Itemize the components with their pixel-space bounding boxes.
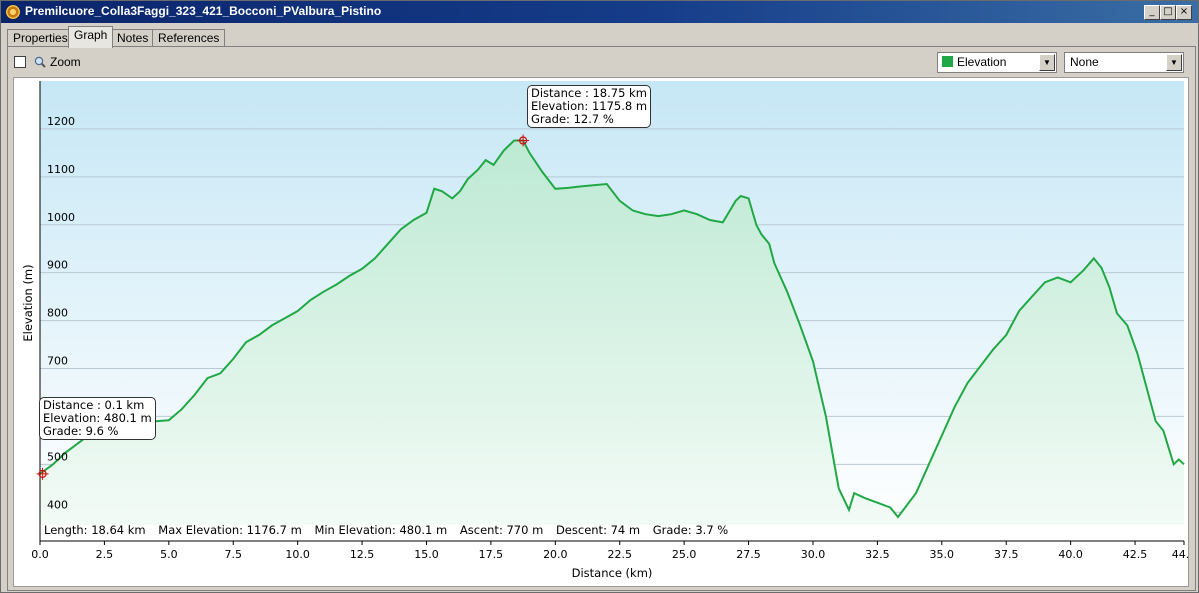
close-button[interactable]: × xyxy=(1176,5,1192,20)
series-select-value: Elevation xyxy=(957,55,1007,69)
x-tick-label: 35.0 xyxy=(930,548,955,561)
x-tick-label: 44.4 xyxy=(1172,548,1188,561)
x-tick-label: 2.5 xyxy=(96,548,114,561)
tab-graph[interactable]: Graph xyxy=(68,26,114,48)
y-tick-label: 700 xyxy=(47,355,68,368)
y-tick-label: 800 xyxy=(47,307,68,320)
x-tick-label: 17.5 xyxy=(479,548,504,561)
elevation-chart[interactable]: 4005006007008009001000110012000.02.55.07… xyxy=(13,77,1196,587)
y-tick-label: 400 xyxy=(47,498,68,511)
minimize-button[interactable]: _ xyxy=(1144,5,1160,20)
chart-svg: 4005006007008009001000110012000.02.55.07… xyxy=(21,81,1196,580)
x-tick-label: 7.5 xyxy=(224,548,242,561)
markers xyxy=(36,134,530,480)
series-color-swatch xyxy=(942,56,953,67)
x-tick-label: 20.0 xyxy=(543,548,568,561)
app-icon xyxy=(6,5,20,19)
zoom-checkbox[interactable] xyxy=(14,56,26,68)
magnifier-icon xyxy=(34,56,46,68)
x-tick-label: 40.0 xyxy=(1058,548,1083,561)
callout-distance: Distance : 18.75 km xyxy=(531,86,647,100)
y-tick-label: 1000 xyxy=(47,211,75,224)
x-tick-label: 15.0 xyxy=(414,548,439,561)
callout-start: Distance : 0.1 km Elevation: 480.1 m Gra… xyxy=(39,397,156,440)
y-axis-title: Elevation (m) xyxy=(21,264,35,341)
callout-distance: Distance : 0.1 km xyxy=(43,398,145,412)
series-select[interactable]: Elevation ▼ xyxy=(937,52,1057,73)
y-tick-label: 1200 xyxy=(47,115,75,128)
y-tick-label: 500 xyxy=(47,450,68,463)
stat-descent: Descent: 74 m xyxy=(555,523,641,537)
x-tick-label: 10.0 xyxy=(285,548,310,561)
x-tick-label: 0.0 xyxy=(31,548,49,561)
x-tick-label: 27.5 xyxy=(736,548,761,561)
x-tick-label: 12.5 xyxy=(350,548,375,561)
x-tick-label: 25.0 xyxy=(672,548,697,561)
y-tick-label: 900 xyxy=(47,259,68,272)
compare-select[interactable]: None ▼ xyxy=(1064,52,1184,73)
stat-max-elevation: Max Elevation: 1176.7 m xyxy=(158,523,302,537)
tab-notes[interactable]: Notes xyxy=(111,29,155,47)
tab-properties[interactable]: Properties xyxy=(7,29,74,47)
callout-grade: Grade: 9.6 % xyxy=(43,424,119,438)
x-tick-label: 5.0 xyxy=(160,548,178,561)
compare-select-value: None xyxy=(1070,55,1099,69)
stat-ascent: Ascent: 770 m xyxy=(459,523,544,537)
stat-grade: Grade: 3.7 % xyxy=(652,523,729,537)
callout-grade: Grade: 12.7 % xyxy=(531,112,614,126)
window-title: Premilcuore_Colla3Faggi_323_421_Bocconi_… xyxy=(25,4,382,18)
chevron-down-icon[interactable]: ▼ xyxy=(1166,54,1182,71)
stat-length: Length: 18.64 km xyxy=(44,523,146,537)
elevation-area xyxy=(40,140,1184,525)
tab-references[interactable]: References xyxy=(152,29,226,47)
stats-bar: Length: 18.64 km Max Elevation: 1176.7 m… xyxy=(44,523,737,537)
x-tick-label: 42.5 xyxy=(1123,548,1148,561)
elevation-line xyxy=(39,139,1185,519)
title-bar[interactable]: Premilcuore_Colla3Faggi_323_421_Bocconi_… xyxy=(1,1,1198,23)
stat-min-elevation: Min Elevation: 480.1 m xyxy=(314,523,448,537)
y-tick-label: 1100 xyxy=(47,163,75,176)
zoom-label: Zoom xyxy=(50,55,81,69)
callout-summit: Distance : 18.75 km Elevation: 1175.8 m … xyxy=(527,85,652,128)
x-axis-title: Distance (km) xyxy=(572,566,653,580)
chevron-down-icon[interactable]: ▼ xyxy=(1039,54,1055,71)
x-tick-label: 37.5 xyxy=(994,548,1019,561)
callout-elevation: Elevation: 1175.8 m xyxy=(531,99,648,113)
x-tick-label: 22.5 xyxy=(607,548,632,561)
x-tick-label: 32.5 xyxy=(865,548,890,561)
x-tick-label: 30.0 xyxy=(801,548,826,561)
maximize-button[interactable]: □ xyxy=(1160,5,1176,20)
callout-elevation: Elevation: 480.1 m xyxy=(43,411,152,425)
